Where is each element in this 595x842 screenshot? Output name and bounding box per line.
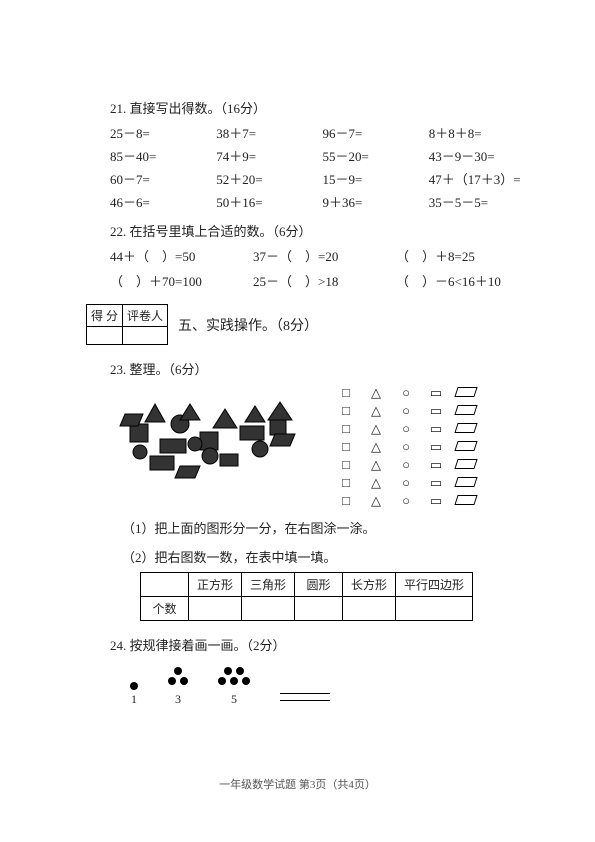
sq-icon: □ — [334, 492, 358, 508]
fill-item: （ ）＋8=25 — [396, 246, 525, 265]
fill-item: 25－（ ）>18 — [253, 271, 382, 290]
para-icon — [454, 438, 478, 454]
fill-item: 44＋（ ）=50 — [110, 246, 239, 265]
count-cell[interactable] — [189, 597, 242, 621]
pattern-cell: 3 — [168, 662, 188, 707]
table-corner — [141, 573, 189, 597]
calc-item: 55－20= — [323, 146, 419, 165]
rect-icon: ▭ — [424, 384, 448, 400]
q22-grid: 44＋（ ）=50 37－（ ）=20 （ ）＋8=25 （ ）＋70=100 25－（… — [110, 246, 525, 290]
q21-grid: 25－8= 38＋7= 96－7= 8＋8＋8= 85－40= 74＋9= 55－20= 43… — [110, 123, 525, 211]
q24-pattern: 135 — [130, 662, 525, 707]
calc-item: 50＋16= — [216, 192, 312, 211]
page-footer: 一年级数学试题 第3页（共4页） — [0, 776, 595, 792]
pattern-cell: 5 — [218, 662, 250, 707]
tri-icon: △ — [364, 384, 388, 400]
grader-cell[interactable] — [123, 327, 168, 345]
cir-icon: ○ — [394, 438, 418, 454]
calc-item: 15－9= — [323, 169, 419, 188]
section5-title: 五、实践操作。（8分） — [178, 315, 318, 335]
rect-icon: ▭ — [424, 492, 448, 508]
tri-icon: △ — [364, 438, 388, 454]
calc-item: 38＋7= — [216, 123, 312, 142]
tri-icon: △ — [364, 456, 388, 472]
cir-icon: ○ — [394, 420, 418, 436]
col-square: 正方形 — [189, 573, 242, 597]
para-icon — [454, 492, 478, 508]
score-cell[interactable] — [87, 327, 123, 345]
calc-item: 25－8= — [110, 123, 206, 142]
shapes-cluster — [110, 384, 320, 484]
para-icon — [454, 456, 478, 472]
para-icon — [454, 402, 478, 418]
rect-icon: ▭ — [424, 402, 448, 418]
tri-icon: △ — [364, 474, 388, 490]
count-cell[interactable] — [343, 597, 396, 621]
sq-icon: □ — [334, 420, 358, 436]
q22-title: 22. 在括号里填上合适的数。（6分） — [110, 221, 525, 240]
cir-icon: ○ — [394, 492, 418, 508]
pattern-cell: 1 — [130, 662, 138, 707]
calc-item: 9＋36= — [323, 192, 419, 211]
rect-icon: ▭ — [424, 438, 448, 454]
calc-item: 52＋20= — [216, 169, 312, 188]
shape-tally-grid: □ △ ○ ▭ □ △ ○ ▭ □ △ ○ ▭ □ △ ○ ▭ □ △ ○ ▭ □ △ ○ ▭ □ △ ○ ▭ — [334, 384, 478, 508]
grader-label: 评卷人 — [123, 305, 168, 327]
calc-item: 60－7= — [110, 169, 206, 188]
cir-icon: ○ — [394, 456, 418, 472]
table-row: 个数 — [141, 597, 473, 621]
cir-icon: ○ — [394, 402, 418, 418]
rect-icon: ▭ — [424, 420, 448, 436]
rect-icon: ▭ — [424, 456, 448, 472]
fill-item: 37－（ ）=20 — [253, 246, 382, 265]
calc-item: 43－9－30= — [429, 146, 525, 165]
q23-sub1: （1）把上面的图形分一分，在右图涂一涂。 — [122, 518, 525, 537]
para-icon — [454, 474, 478, 490]
fill-item: （ ）＋70=100 — [110, 271, 239, 290]
calc-item: 46－6= — [110, 192, 206, 211]
sq-icon: □ — [334, 402, 358, 418]
tri-icon: △ — [364, 420, 388, 436]
row-label: 个数 — [141, 597, 189, 621]
sq-icon: □ — [334, 456, 358, 472]
table-row: 正方形 三角形 圆形 长方形 平行四边形 — [141, 573, 473, 597]
count-cell[interactable] — [396, 597, 473, 621]
calc-item: 8＋8＋8= — [429, 123, 525, 142]
col-rect: 长方形 — [343, 573, 396, 597]
score-table: 得 分 评卷人 — [86, 304, 168, 345]
q21-title: 21. 直接写出得数。（16分） — [110, 98, 525, 117]
q24-title: 24. 按规律接着画一画。（2分） — [110, 635, 525, 654]
col-para: 平行四边形 — [396, 573, 473, 597]
calc-item: 85－40= — [110, 146, 206, 165]
tri-icon: △ — [364, 492, 388, 508]
para-icon — [454, 420, 478, 436]
calc-item: 74＋9= — [216, 146, 312, 165]
cir-icon: ○ — [394, 384, 418, 400]
section5-header: 得 分 评卷人 五、实践操作。（8分） — [86, 304, 525, 345]
para-icon — [454, 384, 478, 400]
sq-icon: □ — [334, 384, 358, 400]
tri-icon: △ — [364, 402, 388, 418]
count-cell[interactable] — [295, 597, 343, 621]
calc-item: 96－7= — [323, 123, 419, 142]
pattern-blank[interactable] — [280, 693, 330, 707]
col-circle: 圆形 — [295, 573, 343, 597]
count-cell[interactable] — [242, 597, 295, 621]
calc-item: 35－5－5= — [429, 192, 525, 211]
col-triangle: 三角形 — [242, 573, 295, 597]
rect-icon: ▭ — [424, 474, 448, 490]
fill-item: （ ）－6<16＋10 — [396, 271, 525, 290]
cir-icon: ○ — [394, 474, 418, 490]
score-label: 得 分 — [87, 305, 123, 327]
q23-title: 23. 整理。（6分） — [110, 359, 525, 378]
sq-icon: □ — [334, 474, 358, 490]
q23-count-table: 正方形 三角形 圆形 长方形 平行四边形 个数 — [140, 572, 473, 621]
calc-item: 47＋（17＋3）= — [429, 169, 525, 188]
sq-icon: □ — [334, 438, 358, 454]
q23-sub2: （2）把右图数一数，在表中填一填。 — [122, 547, 525, 566]
